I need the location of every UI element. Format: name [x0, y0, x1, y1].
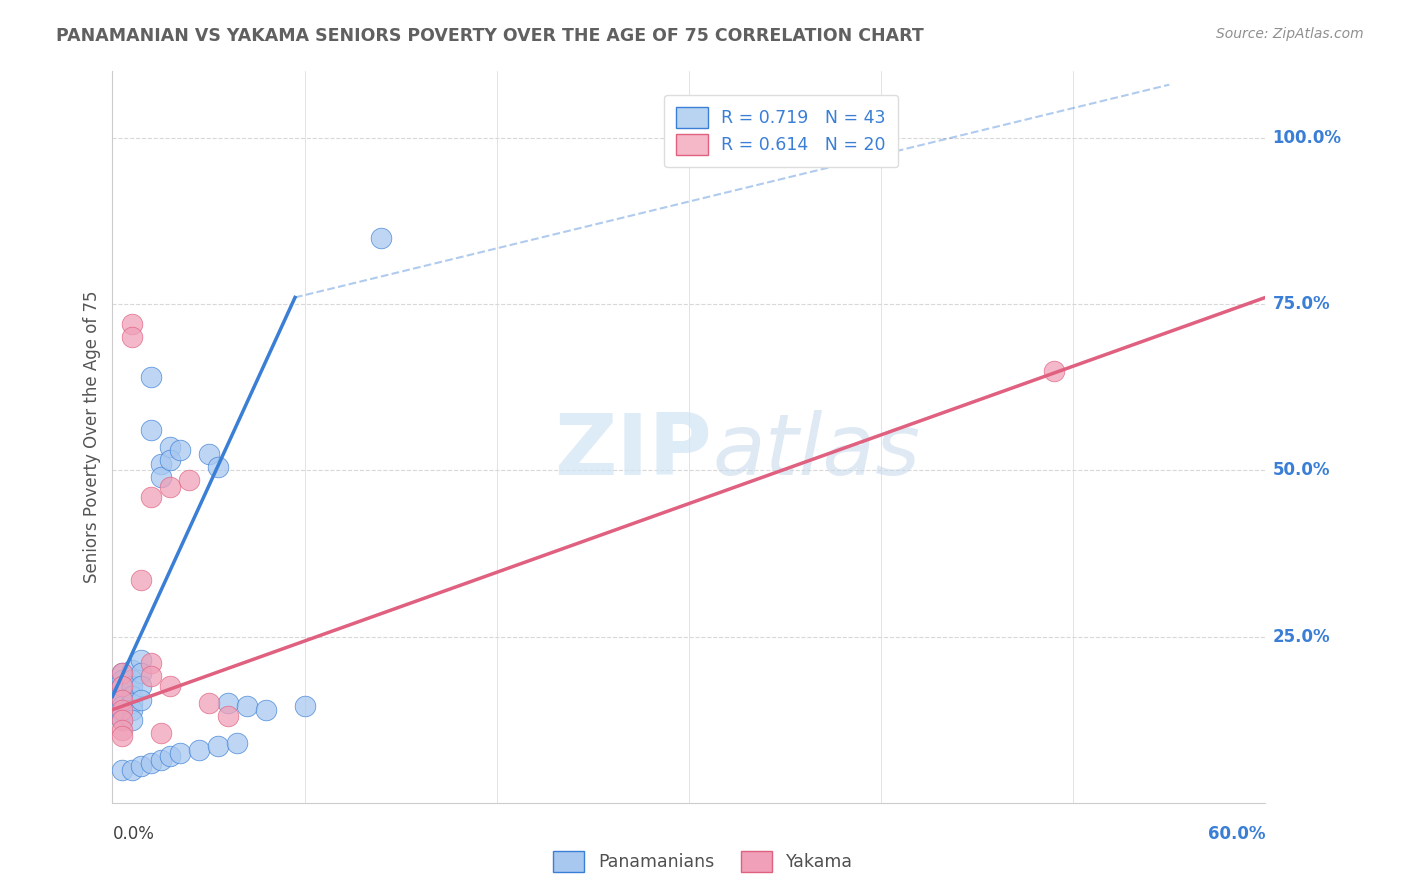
Text: ZIP: ZIP	[554, 410, 711, 493]
Text: 75.0%: 75.0%	[1272, 295, 1330, 313]
Point	[139, 669, 162, 683]
Point	[111, 713, 134, 727]
Point	[139, 656, 162, 670]
Point	[111, 692, 134, 706]
Point	[111, 713, 134, 727]
Point	[129, 759, 153, 773]
Point	[111, 680, 134, 694]
Point	[129, 573, 153, 587]
Text: 25.0%: 25.0%	[1272, 628, 1330, 646]
Legend: R = 0.719   N = 43, R = 0.614   N = 20: R = 0.719 N = 43, R = 0.614 N = 20	[664, 95, 898, 168]
Point	[179, 473, 201, 487]
Point	[139, 370, 162, 384]
Point	[197, 696, 219, 710]
Text: 100.0%: 100.0%	[1272, 128, 1341, 147]
Text: PANAMANIAN VS YAKAMA SENIORS POVERTY OVER THE AGE OF 75 CORRELATION CHART: PANAMANIAN VS YAKAMA SENIORS POVERTY OVE…	[56, 27, 924, 45]
Point	[159, 480, 181, 494]
Point	[121, 690, 143, 704]
Y-axis label: Seniors Poverty Over the Age of 75: Seniors Poverty Over the Age of 75	[83, 291, 101, 583]
Point	[111, 729, 134, 743]
Point	[121, 713, 143, 727]
Point	[121, 696, 143, 710]
Text: 60.0%: 60.0%	[1208, 825, 1265, 843]
Point	[129, 680, 153, 694]
Point	[111, 723, 134, 737]
Point	[254, 703, 277, 717]
Text: 0.0%: 0.0%	[112, 825, 155, 843]
Text: atlas: atlas	[711, 410, 920, 493]
Point	[129, 653, 153, 667]
Point	[139, 756, 162, 770]
Point	[159, 440, 181, 454]
Point	[207, 739, 229, 754]
Point	[111, 686, 134, 700]
Point	[169, 443, 191, 458]
Point	[129, 666, 153, 681]
Text: Source: ZipAtlas.com: Source: ZipAtlas.com	[1216, 27, 1364, 41]
Point	[111, 666, 134, 681]
Point	[121, 673, 143, 687]
Point	[370, 230, 392, 244]
Point	[121, 763, 143, 777]
Point	[111, 703, 134, 717]
Point	[129, 692, 153, 706]
Point	[187, 742, 211, 756]
Point	[169, 746, 191, 760]
Point	[121, 317, 143, 331]
Point	[111, 706, 134, 720]
Point	[226, 736, 249, 750]
Point	[236, 699, 259, 714]
Point	[111, 692, 134, 706]
Point	[111, 680, 134, 694]
Point	[139, 424, 162, 438]
Point	[217, 696, 239, 710]
Point	[111, 699, 134, 714]
Point	[121, 663, 143, 677]
Point	[149, 457, 172, 471]
Point	[159, 680, 181, 694]
Point	[121, 703, 143, 717]
Point	[111, 763, 134, 777]
Point	[111, 673, 134, 687]
Point	[217, 709, 239, 723]
Point	[159, 453, 181, 467]
Point	[121, 680, 143, 694]
Point	[197, 447, 219, 461]
Point	[149, 753, 172, 767]
Point	[139, 490, 162, 504]
Point	[207, 460, 229, 475]
Point	[121, 330, 143, 344]
Point	[294, 699, 316, 714]
Point	[1043, 363, 1066, 377]
Text: 50.0%: 50.0%	[1272, 461, 1330, 479]
Point	[111, 666, 134, 681]
Point	[159, 749, 181, 764]
Point	[149, 470, 172, 484]
Legend: Panamanians, Yakama: Panamanians, Yakama	[547, 844, 859, 879]
Point	[149, 726, 172, 740]
